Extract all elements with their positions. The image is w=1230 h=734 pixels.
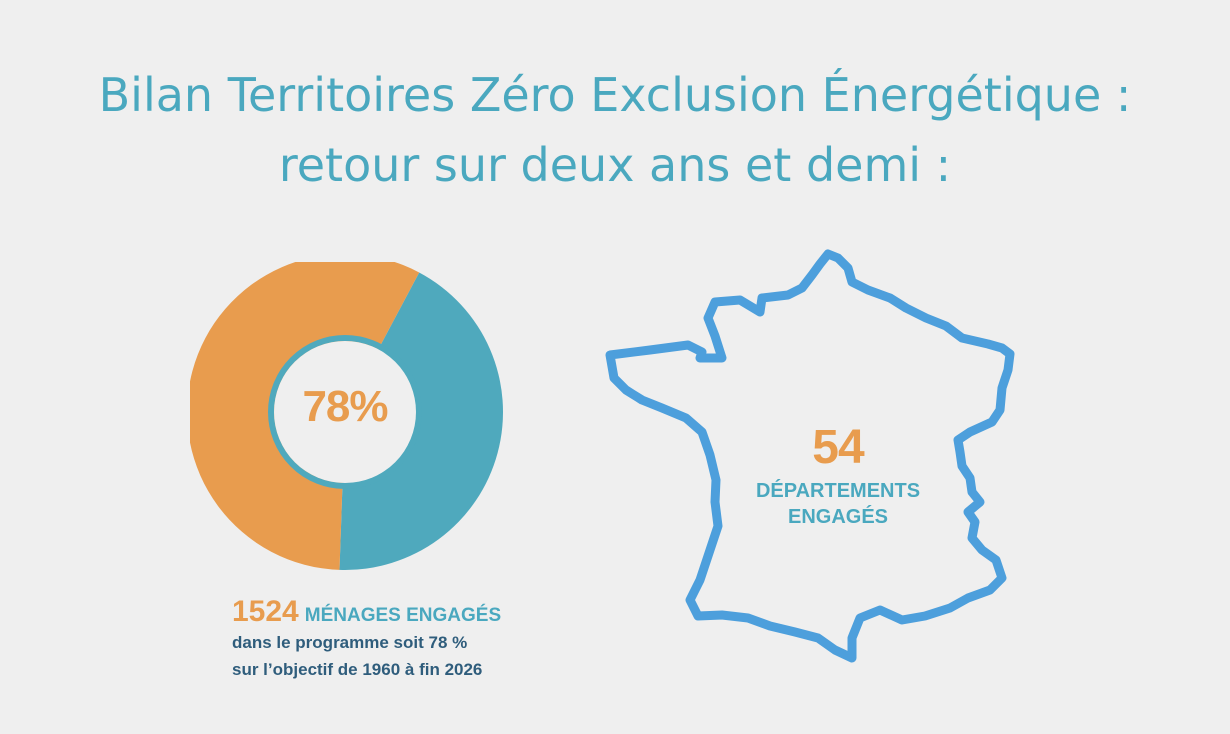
households-donut-chart	[190, 262, 510, 582]
households-detail-line-1: dans le programme soit 78 %	[232, 633, 468, 652]
households-label: MÉNAGES ENGAGÉS	[304, 605, 502, 626]
page-title: Bilan Territoires Zéro Exclusion Énergét…	[0, 60, 1230, 200]
households-caption: 1524 MÉNAGES ENGAGÉS dans le programme so…	[232, 595, 592, 683]
households-detail-line-2: sur l’objectif de 1960 à fin 2026	[232, 660, 483, 679]
departments-label-line-2: ENGAGÉS	[787, 506, 889, 528]
title-line-1: Bilan Territoires Zéro Exclusion Énergét…	[98, 68, 1132, 122]
departments-count: 54	[812, 421, 864, 474]
donut-percent-label: 78%	[302, 382, 388, 431]
households-count: 1524	[232, 595, 299, 628]
france-outline-icon	[605, 249, 1015, 663]
donut-inner-ring	[268, 335, 422, 489]
title-line-2: retour sur deux ans et demi :	[278, 138, 952, 192]
france-map	[590, 240, 1030, 680]
departments-label-line-1: DÉPARTEMENTS	[755, 480, 921, 502]
departments-label: DÉPARTEMENTS ENGAGÉS	[720, 478, 956, 530]
donut-center	[274, 341, 416, 483]
